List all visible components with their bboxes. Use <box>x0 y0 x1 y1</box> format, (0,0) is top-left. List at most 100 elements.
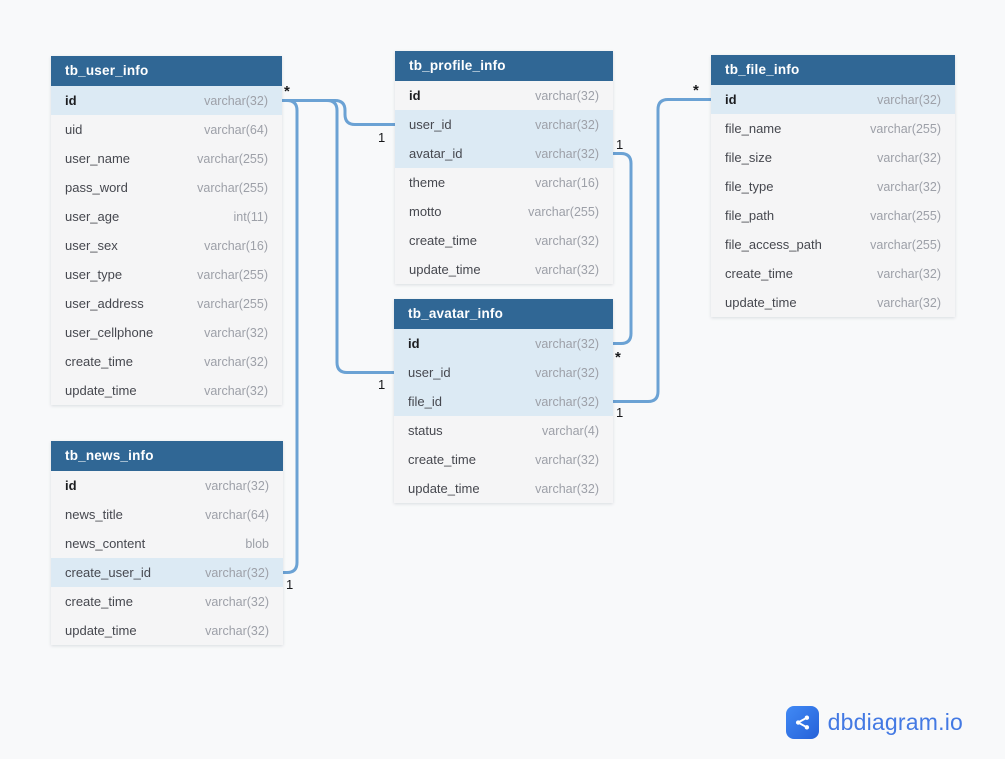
field-row-tb_news_info-update_time[interactable]: update_time varchar(32) <box>51 616 283 645</box>
field-row-tb_news_info-id[interactable]: id varchar(32) <box>51 471 283 500</box>
field-row-tb_news_info-news_content[interactable]: news_content blob <box>51 529 283 558</box>
field-row-tb_file_info-update_time[interactable]: update_time varchar(32) <box>711 288 955 317</box>
field-row-tb_user_info-user_name[interactable]: user_name varchar(255) <box>51 144 282 173</box>
field-type: varchar(32) <box>877 150 941 165</box>
relationship-tb_profile_info-avatar_id-to-tb_avatar_info-id[interactable] <box>613 152 633 345</box>
field-row-tb_profile_info-create_time[interactable]: create_time varchar(32) <box>395 226 613 255</box>
field-name: user_id <box>409 117 452 132</box>
field-row-tb_profile_info-id[interactable]: id varchar(32) <box>395 81 613 110</box>
field-name: theme <box>409 175 446 190</box>
field-type: varchar(32) <box>204 93 268 108</box>
field-row-tb_avatar_info-user_id[interactable]: user_id varchar(32) <box>394 358 613 387</box>
field-type: varchar(32) <box>535 262 599 277</box>
field-row-tb_user_info-pass_word[interactable]: pass_word varchar(255) <box>51 173 282 202</box>
field-name: status <box>408 423 443 438</box>
field-row-tb_avatar_info-file_id[interactable]: file_id varchar(32) <box>394 387 613 416</box>
field-row-tb_user_info-user_cellphone[interactable]: user_cellphone varchar(32) <box>51 318 282 347</box>
cardinality-label: 1 <box>616 137 623 152</box>
field-name: update_time <box>725 295 797 310</box>
field-name: id <box>65 93 77 108</box>
field-name: uid <box>65 122 83 137</box>
field-row-tb_file_info-create_time[interactable]: create_time varchar(32) <box>711 259 955 288</box>
cardinality-label: 1 <box>616 405 623 420</box>
field-row-tb_file_info-file_size[interactable]: file_size varchar(32) <box>711 143 955 172</box>
field-type: varchar(255) <box>870 208 941 223</box>
field-row-tb_avatar_info-update_time[interactable]: update_time varchar(32) <box>394 474 613 503</box>
field-row-tb_profile_info-avatar_id[interactable]: avatar_id varchar(32) <box>395 139 613 168</box>
relationship-tb_user_info-id-to-tb_news_info-create_user_id[interactable] <box>282 99 299 574</box>
field-row-tb_profile_info-motto[interactable]: motto varchar(255) <box>395 197 613 226</box>
field-row-tb_profile_info-user_id[interactable]: user_id varchar(32) <box>395 110 613 139</box>
dbdiagram-logo-text: dbdiagram.io <box>827 709 963 735</box>
field-name: news_title <box>65 507 123 522</box>
field-name: create_time <box>409 233 477 248</box>
field-row-tb_user_info-id[interactable]: id varchar(32) <box>51 86 282 115</box>
cardinality-label: 1 <box>378 377 385 392</box>
field-row-tb_user_info-uid[interactable]: uid varchar(64) <box>51 115 282 144</box>
field-row-tb_user_info-user_type[interactable]: user_type varchar(255) <box>51 260 282 289</box>
table-tb_user_info[interactable]: tb_user_info id varchar(32) uid varchar(64) u… <box>51 56 282 405</box>
field-row-tb_avatar_info-create_time[interactable]: create_time varchar(32) <box>394 445 613 474</box>
field-row-tb_file_info-file_name[interactable]: file_name varchar(255) <box>711 114 955 143</box>
field-row-tb_user_info-update_time[interactable]: update_time varchar(32) <box>51 376 282 405</box>
field-row-tb_user_info-user_sex[interactable]: user_sex varchar(16) <box>51 231 282 260</box>
field-name: news_content <box>65 536 146 551</box>
field-type: varchar(4) <box>542 423 599 438</box>
field-row-tb_file_info-file_access_path[interactable]: file_access_path varchar(255) <box>711 230 955 259</box>
field-name: pass_word <box>65 180 128 195</box>
field-type: varchar(32) <box>205 594 269 609</box>
table-header-tb_avatar_info[interactable]: tb_avatar_info <box>394 299 613 329</box>
field-type: varchar(32) <box>535 88 599 103</box>
table-header-tb_news_info[interactable]: tb_news_info <box>51 441 283 471</box>
field-type: varchar(32) <box>877 179 941 194</box>
field-row-tb_file_info-file_path[interactable]: file_path varchar(255) <box>711 201 955 230</box>
table-tb_profile_info[interactable]: tb_profile_info id varchar(32) user_id varch… <box>395 51 613 284</box>
field-name: file_id <box>408 394 442 409</box>
dbdiagram-logo[interactable]: dbdiagram.io <box>785 706 963 739</box>
field-type: varchar(32) <box>205 478 269 493</box>
field-row-tb_news_info-create_user_id[interactable]: create_user_id varchar(32) <box>51 558 283 587</box>
field-type: varchar(32) <box>535 117 599 132</box>
relationship-tb_avatar_info-file_id-to-tb_file_info-id[interactable] <box>613 98 711 403</box>
table-header-tb_user_info[interactable]: tb_user_info <box>51 56 282 86</box>
field-type: varchar(32) <box>204 325 268 340</box>
field-row-tb_user_info-user_age[interactable]: user_age int(11) <box>51 202 282 231</box>
field-type: varchar(255) <box>197 151 268 166</box>
field-row-tb_profile_info-update_time[interactable]: update_time varchar(32) <box>395 255 613 284</box>
field-name: user_name <box>65 151 131 166</box>
field-type: varchar(255) <box>197 180 268 195</box>
relationship-tb_user_info-id-to-tb_avatar_info-user_id[interactable] <box>282 99 394 374</box>
field-row-tb_file_info-id[interactable]: id varchar(32) <box>711 85 955 114</box>
field-row-tb_avatar_info-id[interactable]: id varchar(32) <box>394 329 613 358</box>
table-header-tb_profile_info[interactable]: tb_profile_info <box>395 51 613 81</box>
field-type: varchar(32) <box>535 146 599 161</box>
table-tb_news_info[interactable]: tb_news_info id varchar(32) news_title varch… <box>51 441 283 645</box>
field-row-tb_avatar_info-status[interactable]: status varchar(4) <box>394 416 613 445</box>
field-row-tb_news_info-news_title[interactable]: news_title varchar(64) <box>51 500 283 529</box>
table-tb_file_info[interactable]: tb_file_info id varchar(32) file_name varcha… <box>711 55 955 317</box>
field-name: create_time <box>65 594 133 609</box>
field-name: create_time <box>408 452 476 467</box>
field-name: file_access_path <box>725 237 822 252</box>
relationship-tb_user_info-id-to-tb_profile_info-user_id[interactable] <box>282 99 395 126</box>
table-header-tb_file_info[interactable]: tb_file_info <box>711 55 955 85</box>
field-name: user_address <box>65 296 144 311</box>
field-name: user_age <box>65 209 120 224</box>
field-row-tb_news_info-create_time[interactable]: create_time varchar(32) <box>51 587 283 616</box>
field-name: id <box>409 88 421 103</box>
field-type: varchar(255) <box>870 237 941 252</box>
field-row-tb_user_info-user_address[interactable]: user_address varchar(255) <box>51 289 282 318</box>
field-name: id <box>408 336 420 351</box>
field-row-tb_user_info-create_time[interactable]: create_time varchar(32) <box>51 347 282 376</box>
field-name: user_cellphone <box>65 325 154 340</box>
field-name: file_type <box>725 179 774 194</box>
table-tb_avatar_info[interactable]: tb_avatar_info id varchar(32) user_id varcha… <box>394 299 613 503</box>
field-name: id <box>65 478 77 493</box>
field-type: varchar(32) <box>205 565 269 580</box>
field-row-tb_profile_info-theme[interactable]: theme varchar(16) <box>395 168 613 197</box>
field-name: avatar_id <box>409 146 463 161</box>
field-type: varchar(255) <box>197 267 268 282</box>
field-row-tb_file_info-file_type[interactable]: file_type varchar(32) <box>711 172 955 201</box>
